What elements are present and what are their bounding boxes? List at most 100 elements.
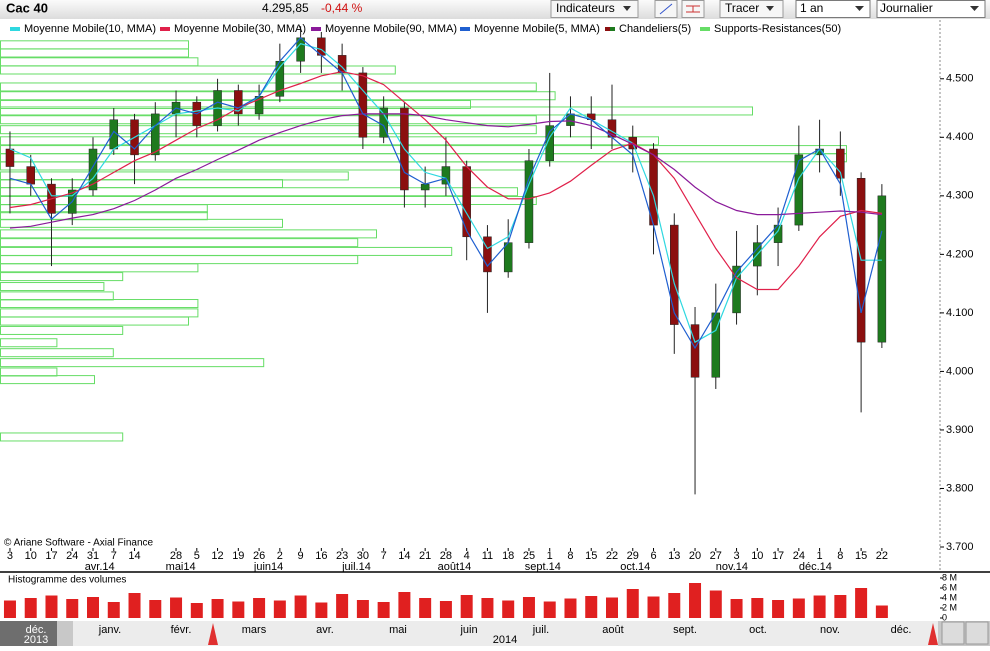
navigator-month: mai — [389, 624, 407, 636]
volume-bar — [170, 597, 183, 618]
volume-bar — [647, 596, 660, 618]
range-handle[interactable] — [208, 623, 218, 645]
support-bar — [0, 57, 199, 67]
support-bar — [0, 106, 753, 116]
navigator-month: juil. — [532, 624, 550, 636]
x-tick-label: 10 — [751, 550, 763, 562]
y-tick-label: 8 M — [942, 572, 957, 582]
support-bar — [0, 229, 377, 239]
candle-body — [462, 166, 471, 238]
volume-bar — [522, 597, 535, 618]
button-label[interactable]: Tracer — [725, 1, 759, 15]
volume-bar — [356, 600, 369, 618]
interval-select[interactable] — [876, 0, 986, 18]
select-label[interactable]: Journalier — [880, 1, 933, 15]
support-bar — [0, 65, 396, 75]
candle-body — [151, 113, 160, 156]
volume-bar — [709, 590, 722, 618]
moving-average — [9, 113, 882, 229]
legend-swatch — [10, 27, 20, 31]
x-tick-label: 1 — [817, 550, 823, 562]
tracer-button[interactable] — [719, 0, 784, 18]
volume-bar — [398, 592, 411, 618]
candle-body — [358, 72, 368, 138]
volume-bar — [772, 600, 785, 618]
month-label: juin14 — [253, 561, 283, 573]
x-tick-label: 25 — [523, 550, 535, 562]
navigator-year: 2014 — [493, 634, 517, 646]
candle-body — [524, 160, 534, 243]
zoom-button[interactable] — [941, 621, 965, 645]
dropdown-arrow — [766, 6, 774, 11]
candle-body — [794, 154, 804, 226]
legend-swatch — [700, 27, 710, 31]
navigator-month: déc. — [891, 624, 912, 636]
dropdown-arrow — [623, 6, 631, 11]
change: -0,44 % — [321, 1, 363, 15]
select-label[interactable]: 1 an — [800, 1, 823, 15]
support-bar — [0, 348, 114, 358]
candle-body — [503, 242, 513, 273]
indicators-button[interactable] — [550, 0, 639, 18]
volume-bar — [502, 600, 515, 618]
x-tick-label: 22 — [606, 550, 618, 562]
y-tick-label: 4.000 — [946, 365, 974, 377]
candle-body — [836, 148, 845, 179]
x-tick-label: 27 — [710, 550, 722, 562]
volume-bar — [564, 598, 577, 618]
legend-label: Moyenne Mobile(10, MMA) — [24, 23, 156, 35]
y-tick-label: 3.700 — [946, 541, 974, 553]
volume-bar — [460, 595, 473, 618]
x-tick-label: 2 — [277, 550, 283, 562]
volume-bar — [585, 596, 598, 618]
x-tick-label: 21 — [419, 550, 431, 562]
volume-bar — [543, 601, 556, 618]
button-label[interactable]: Indicateurs — [556, 1, 615, 15]
volume-bar — [232, 601, 245, 618]
legend-label: Supports-Resistances(50) — [714, 23, 841, 35]
x-tick-label: 4 — [464, 550, 470, 562]
x-tick-label: 7 — [111, 550, 117, 562]
volume-bar — [855, 588, 868, 618]
support-bar — [0, 136, 659, 146]
y-tick-label: 4.100 — [946, 307, 974, 319]
x-tick-label: 14 — [128, 550, 140, 562]
volume-bar — [211, 599, 224, 618]
navigator-month: déc. — [26, 624, 47, 636]
x-tick-label: 15 — [585, 550, 597, 562]
candle-body — [234, 90, 243, 115]
month-label: déc.14 — [799, 561, 832, 573]
icon — [686, 5, 700, 13]
support-bar — [0, 246, 453, 256]
support-bar — [0, 153, 847, 163]
moving-average — [9, 36, 883, 350]
volume-bar — [605, 597, 618, 618]
support-bar — [0, 272, 124, 282]
support-bar — [0, 316, 189, 326]
y-tick-label: 4 M — [942, 592, 957, 602]
zoom-button[interactable] — [965, 621, 989, 645]
range-handle[interactable] — [928, 623, 938, 645]
x-tick-label: 13 — [668, 550, 680, 562]
y-tick-label: 4.300 — [946, 190, 974, 202]
candle-body — [483, 236, 492, 273]
x-tick-label: 20 — [689, 550, 701, 562]
x-tick-label: 7 — [381, 550, 387, 562]
navigator-month: nov. — [820, 624, 840, 636]
legend-label: Moyenne Mobile(5, MMA) — [474, 23, 600, 35]
x-tick-label: 1 — [547, 550, 553, 562]
volume-bar — [439, 601, 452, 618]
navigator-month: janv. — [98, 624, 121, 636]
support-bar — [0, 145, 847, 155]
x-tick-label: 15 — [855, 550, 867, 562]
volume-bar — [45, 595, 58, 618]
y-tick-label: 2 M — [942, 602, 957, 612]
x-tick-label: 29 — [627, 550, 639, 562]
dropdown-arrow — [855, 6, 864, 11]
period-select[interactable] — [795, 0, 871, 18]
volume-title: Histogramme des volumes — [8, 575, 126, 586]
x-tick-label: 10 — [25, 550, 37, 562]
volume-bar — [689, 583, 702, 618]
x-tick-label: 24 — [793, 550, 805, 562]
